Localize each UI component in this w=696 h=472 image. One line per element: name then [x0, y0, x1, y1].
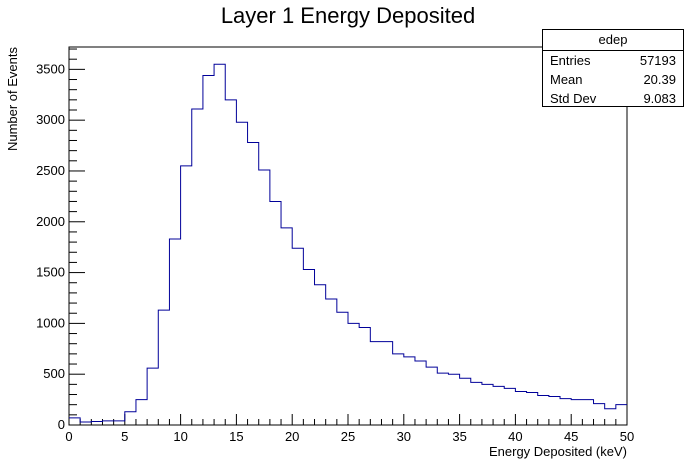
histogram-bin: [415, 361, 426, 425]
histogram-bin: [404, 357, 415, 425]
histogram-bin: [426, 367, 437, 425]
histogram-bin: [616, 405, 627, 425]
histogram-bin: [348, 323, 359, 425]
stats-mean-value: 20.39: [643, 72, 676, 87]
histogram-bin: [214, 64, 225, 425]
y-tick-label: 3000: [36, 112, 65, 127]
axis-tick-labels: 0 5 10 15 20 25 30 35 40 45 5005001000150020002500…: [36, 61, 634, 444]
histogram-bin: [203, 75, 214, 425]
histogram-bin: [337, 312, 348, 425]
stats-entries-value: 57193: [639, 53, 676, 68]
histogram-bin: [80, 422, 91, 425]
stats-stddev-label: Std Dev: [550, 91, 597, 106]
histogram-bin: [236, 122, 247, 425]
histogram-bin: [259, 170, 270, 425]
stats-title: edep: [543, 30, 683, 51]
histogram-bin: [448, 374, 459, 425]
histogram-bin: [315, 285, 326, 425]
y-tick-label: 2500: [36, 163, 65, 178]
stats-mean-label: Mean: [550, 72, 583, 87]
y-tick-label: 1000: [36, 315, 65, 330]
histogram-bin: [370, 342, 381, 425]
histogram-bin: [169, 239, 180, 425]
histogram-bin: [270, 201, 281, 425]
histogram-bin: [460, 378, 471, 425]
histogram-bin: [158, 310, 169, 425]
stats-row-mean: Mean 20.39: [543, 70, 683, 89]
axis-ticks: [68, 48, 628, 426]
histogram-bin: [471, 382, 482, 425]
histogram-bin: [515, 391, 526, 425]
histogram-bin: [326, 299, 337, 425]
stats-entries-label: Entries: [550, 53, 591, 68]
histogram-bin: [125, 412, 136, 425]
y-tick-label: 500: [43, 366, 65, 381]
histogram-bin: [393, 354, 404, 425]
y-tick-label: 2000: [36, 214, 65, 229]
x-tick-label: 30: [397, 429, 411, 444]
y-tick-label: 1500: [36, 265, 65, 280]
histogram-bins: [69, 64, 627, 425]
histogram-bin: [102, 421, 113, 425]
x-tick-label: 45: [564, 429, 578, 444]
histogram-bin: [560, 399, 571, 425]
histogram-bin: [359, 327, 370, 425]
histogram-bin: [538, 396, 549, 425]
histogram-bin: [594, 404, 605, 425]
histogram-bin: [292, 248, 303, 425]
histogram-bin: [437, 373, 448, 425]
chart-title: Layer 1 Energy Deposited: [221, 3, 475, 28]
x-tick-label: 0: [65, 429, 72, 444]
x-axis-label: Energy Deposited (keV): [489, 444, 627, 459]
x-tick-label: 20: [285, 429, 299, 444]
y-tick-label: 3500: [36, 61, 65, 76]
histogram-bin: [281, 228, 292, 425]
stats-stddev-value: 9.083: [643, 91, 676, 106]
x-tick-label: 50: [620, 429, 634, 444]
histogram-series-line: [69, 63, 627, 423]
histogram-bin: [571, 400, 582, 425]
histogram-bin: [192, 109, 203, 425]
stats-row-entries: Entries 57193: [543, 51, 683, 70]
x-tick-label: 5: [121, 429, 128, 444]
y-tick-label: 0: [58, 417, 65, 432]
stats-box: edep Entries 57193 Mean 20.39 Std Dev 9.…: [542, 29, 684, 107]
histogram-bin: [114, 421, 125, 425]
histogram-bin: [482, 384, 493, 425]
histogram-bin: [147, 368, 158, 425]
histogram-bin: [136, 400, 147, 425]
histogram-bin: [605, 409, 616, 425]
histogram-bin: [225, 100, 236, 425]
histogram-bin: [504, 388, 515, 425]
histogram-bin: [381, 342, 392, 425]
histogram-bin: [493, 386, 504, 425]
histogram-bin: [69, 418, 80, 425]
stats-row-stddev: Std Dev 9.083: [543, 89, 683, 108]
histogram-bin: [549, 397, 560, 425]
x-tick-label: 40: [508, 429, 522, 444]
histogram-bin: [303, 270, 314, 425]
histogram-bin: [91, 421, 102, 425]
x-tick-label: 25: [341, 429, 355, 444]
x-tick-label: 15: [229, 429, 243, 444]
x-tick-label: 10: [173, 429, 187, 444]
histogram-bin: [248, 143, 259, 425]
y-axis-label: Number of Events: [5, 47, 20, 152]
x-tick-label: 35: [452, 429, 466, 444]
histogram-bin: [582, 400, 593, 425]
histogram-bin: [181, 166, 192, 425]
histogram-bin: [527, 392, 538, 425]
